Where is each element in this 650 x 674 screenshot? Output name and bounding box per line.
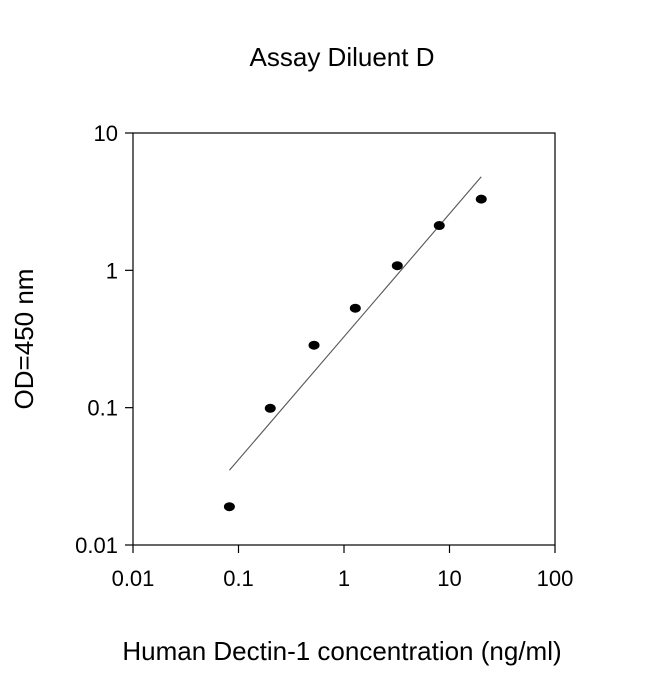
y-tick-label: 10 (94, 121, 118, 146)
data-point (308, 340, 320, 350)
fit-line-layer (228, 176, 482, 471)
data-point (433, 221, 445, 231)
x-axis-ticks: 0.01 0.1 1 10 100 (112, 545, 574, 591)
x-axis-label: Human Dectin-1 concentration (ng/ml) (122, 636, 561, 666)
data-point (475, 194, 487, 204)
chart-title: Assay Diluent D (250, 42, 435, 72)
x-tick-label: 0.1 (223, 566, 254, 591)
data-points (223, 194, 487, 512)
fit-line (228, 176, 482, 471)
data-point (223, 502, 235, 512)
data-point (264, 403, 276, 413)
y-tick-label: 0.01 (75, 533, 118, 558)
x-tick-label: 100 (537, 566, 574, 591)
x-tick-label: 10 (437, 566, 461, 591)
data-point (391, 261, 403, 271)
x-tick-label: 0.01 (112, 566, 155, 591)
y-axis-label: OD=450 nm (9, 269, 39, 410)
plot-frame (132, 132, 556, 546)
x-tick-label: 1 (338, 566, 350, 591)
y-tick-label: 0.1 (87, 396, 118, 421)
y-axis-ticks: 0.01 0.1 1 10 (75, 121, 133, 558)
data-point (349, 303, 361, 313)
y-tick-label: 1 (106, 258, 118, 283)
